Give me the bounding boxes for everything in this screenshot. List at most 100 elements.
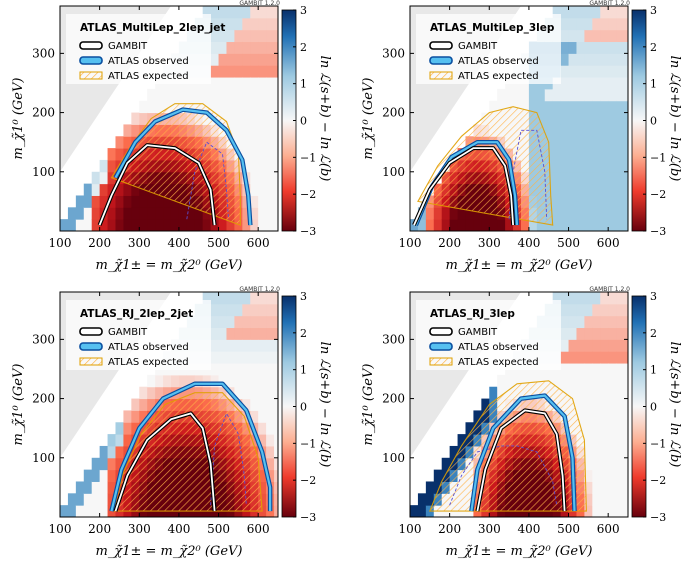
heatmap-cell <box>481 398 490 411</box>
heatmap-cell <box>473 410 482 423</box>
colorbar-tick-label: 1 <box>650 364 657 377</box>
legend-swatch-expected <box>429 357 453 366</box>
panel-title: ATLAS_MultiLep_2lep_jet <box>80 22 225 34</box>
heatmap-cell <box>552 171 562 185</box>
legend-label-gambit: GAMBIT <box>458 41 498 52</box>
heatmap-cell <box>441 219 451 231</box>
heatmap-cell <box>592 422 601 435</box>
heatmap-cell <box>234 17 243 31</box>
heatmap-cell <box>624 422 628 435</box>
heatmap-cell <box>624 303 628 317</box>
heatmap-cell <box>163 195 172 208</box>
heatmap-cell <box>226 17 235 31</box>
heatmap-cell <box>250 124 259 137</box>
heatmap-cell <box>576 327 585 340</box>
heatmap-cell <box>250 351 259 364</box>
heatmap-cell <box>202 219 212 231</box>
heatmap-cell <box>560 195 570 208</box>
heatmap-cell <box>194 374 204 388</box>
heatmap-cell <box>608 100 617 114</box>
heatmap-cell <box>600 88 609 102</box>
atlas-expected-dashed-line <box>508 129 548 220</box>
heatmap-cell <box>552 219 562 231</box>
y-tick-label: 200 <box>32 106 55 120</box>
heatmap-cell <box>616 148 625 161</box>
heatmap-cell <box>266 112 275 125</box>
heatmap-cell <box>123 207 132 220</box>
heatmap-cell <box>536 100 546 114</box>
heatmap-cell <box>568 171 577 185</box>
heatmap-cell <box>576 315 585 329</box>
heatmap-cell <box>83 219 93 231</box>
heatmap-cell <box>600 41 609 54</box>
x-tick-label: 300 <box>478 236 501 250</box>
heatmap-cell <box>584 434 593 447</box>
heatmap-cell <box>473 219 482 231</box>
heatmap-cell <box>600 469 609 482</box>
heatmap-cell <box>250 77 259 90</box>
heatmap-cell <box>139 422 148 435</box>
colorbar-tick-label: −1 <box>300 151 316 164</box>
heatmap-cell <box>234 88 243 102</box>
x-tick-label: 500 <box>207 522 230 536</box>
heatmap-cell <box>544 88 554 102</box>
heatmap-cell <box>226 6 235 19</box>
heatmap-cell <box>417 505 427 517</box>
colorbar-tick-label: −2 <box>650 474 666 487</box>
colorbar-label: ln ℒ(s+b) − ln ℒ(b) <box>317 342 332 468</box>
heatmap-cell <box>600 410 609 423</box>
atlas-expected-region <box>112 392 263 512</box>
heatmap-cell <box>616 88 625 102</box>
gambit-contour <box>114 412 216 512</box>
heatmap-cell <box>115 434 124 447</box>
heatmap-cell <box>489 386 498 400</box>
heatmap-cell <box>75 207 85 220</box>
colorbar-tick-label: 1 <box>650 78 657 91</box>
heatmap-cell <box>194 219 204 231</box>
legend-label-observed: ATLAS observed <box>108 56 189 67</box>
y-tick-label: 300 <box>32 46 55 60</box>
heatmap-cell <box>608 171 617 185</box>
heatmap-cell <box>131 183 140 196</box>
heatmap-cell <box>568 183 577 196</box>
heatmap-cell <box>242 363 251 376</box>
heatmap-cell <box>576 148 585 161</box>
colorbar-tick-label: 3 <box>300 290 307 303</box>
heatmap-cell <box>600 77 609 90</box>
heatmap-cell <box>242 398 251 411</box>
colorbar-tick-label: 3 <box>650 290 657 303</box>
heatmap-cell <box>536 112 546 125</box>
colorbar-label: ln ℒ(s+b) − ln ℒ(b) <box>317 56 332 182</box>
y-tick-label: 100 <box>382 165 405 179</box>
heatmap-cell <box>250 100 259 114</box>
heatmap-cell <box>528 100 538 114</box>
heatmap-cell <box>242 53 251 66</box>
x-tick-label: 500 <box>557 236 580 250</box>
heatmap-cell <box>616 65 625 78</box>
heatmap-cell <box>600 29 609 43</box>
heatmap-cell <box>616 386 625 400</box>
heatmap-cell <box>258 469 267 482</box>
x-tick-label: 400 <box>517 236 540 250</box>
heatmap-cell <box>202 292 212 305</box>
heatmap-cell <box>234 112 243 125</box>
heatmap-cell <box>608 457 617 471</box>
heatmap-cell <box>584 183 593 196</box>
heatmap-cell <box>600 351 609 364</box>
heatmap-cell <box>608 6 617 19</box>
heatmap-cell <box>560 351 570 364</box>
legend-swatch-expected <box>429 71 453 80</box>
heatmap-cell <box>584 327 593 340</box>
heatmap-cell <box>568 112 577 125</box>
heatmap-cell <box>608 17 617 31</box>
x-tick-label: 400 <box>517 522 540 536</box>
x-tick-label: 400 <box>167 522 190 536</box>
heatmap-cell <box>624 136 628 149</box>
heatmap-cell <box>155 207 164 220</box>
heatmap-cell <box>99 159 109 173</box>
heatmap-cell <box>250 303 259 317</box>
heatmap-cell <box>258 207 267 220</box>
heatmap-cell <box>584 88 593 102</box>
heatmap-cell <box>258 53 267 66</box>
heatmap-cell <box>465 207 474 220</box>
